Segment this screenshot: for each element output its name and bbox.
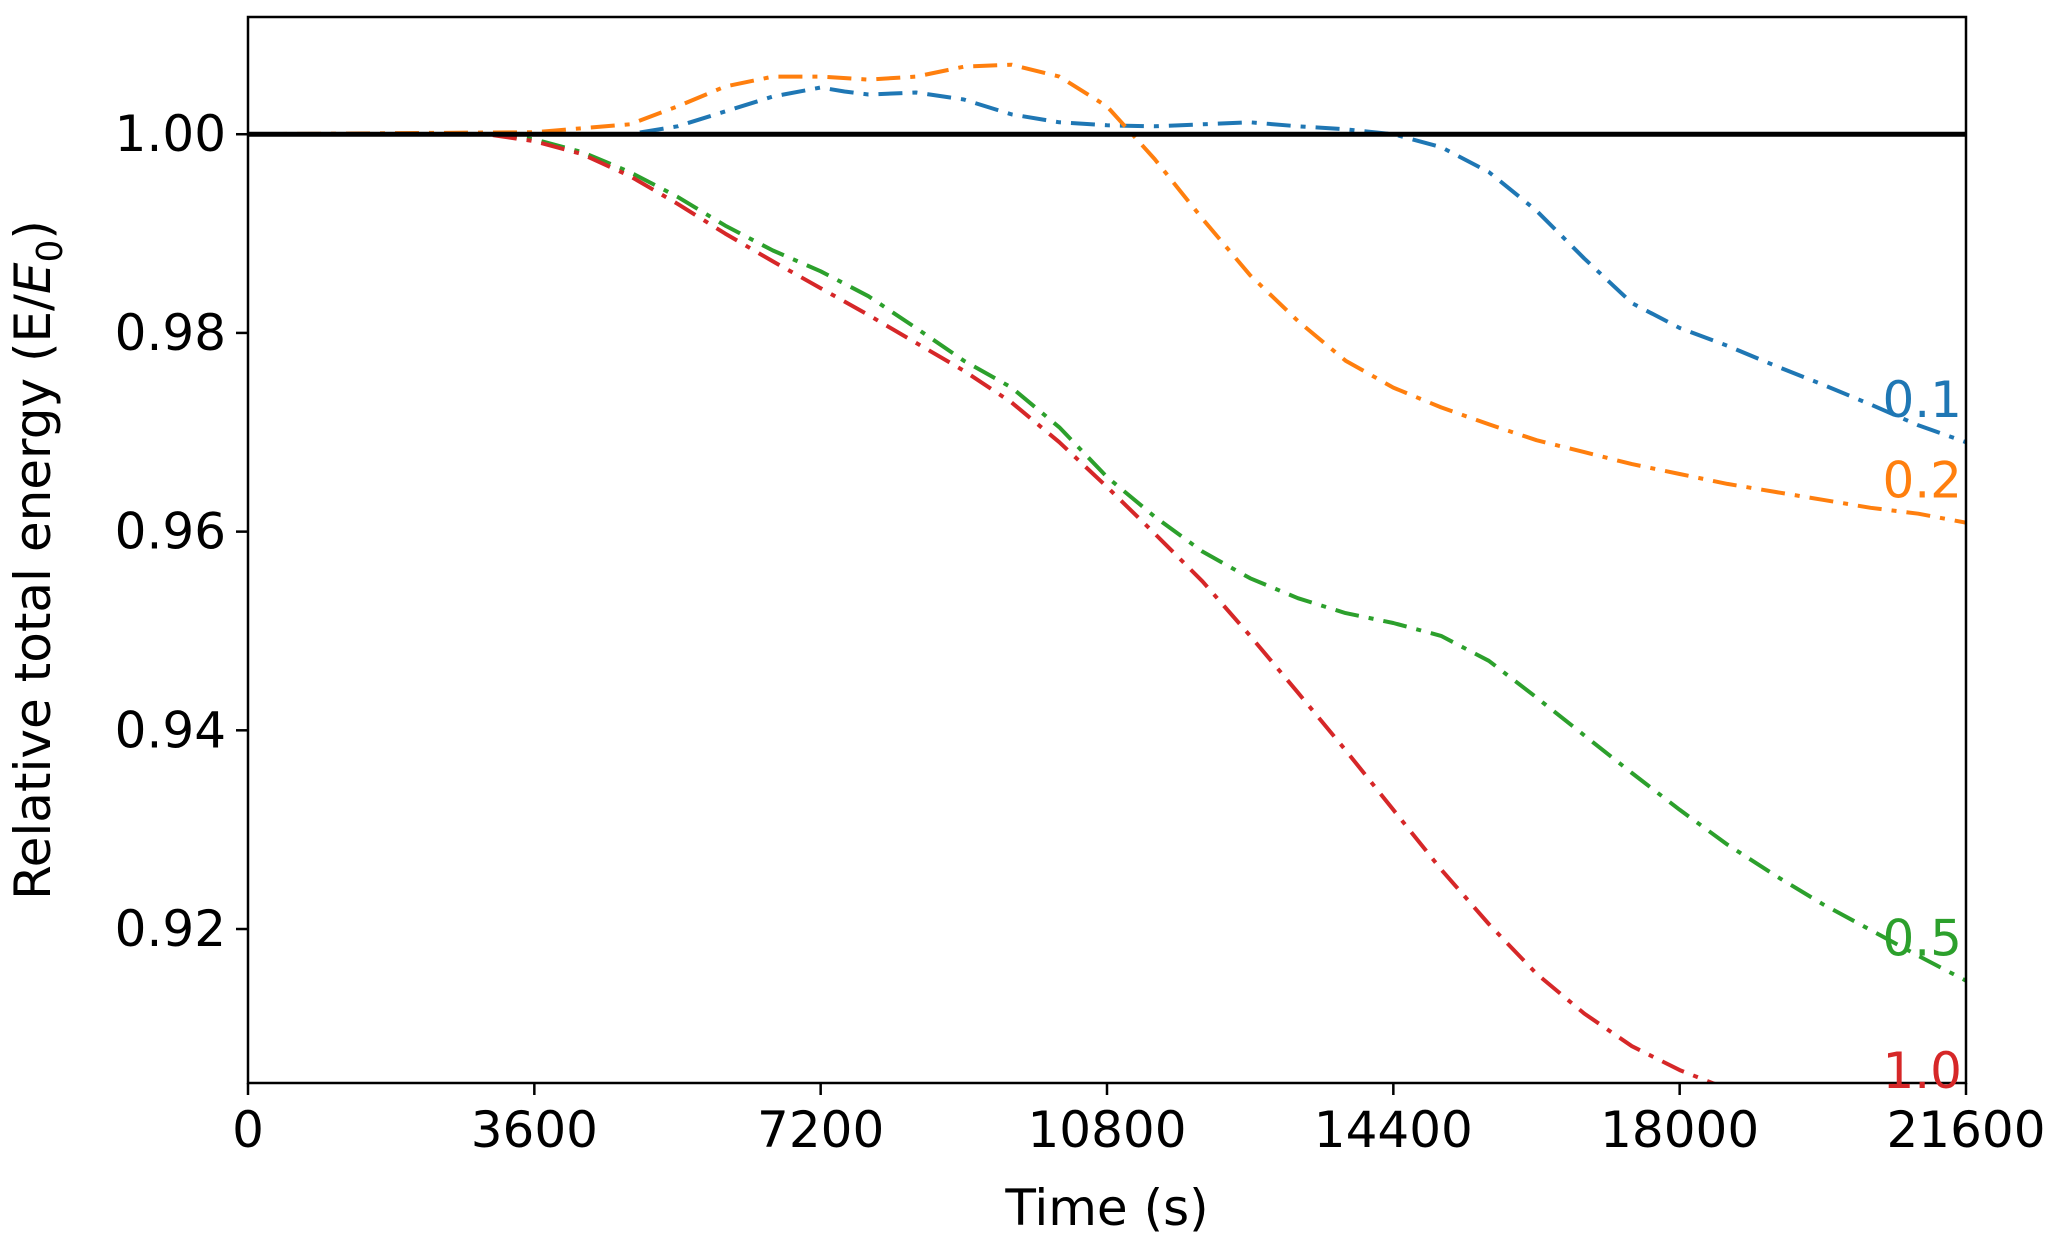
x-tick-label: 3600: [471, 1101, 598, 1159]
y-tick-label: 0.98: [115, 304, 226, 362]
y-tick-label: 0.96: [115, 503, 226, 561]
series-layer: [248, 62, 1966, 1083]
plot-area-frame: [246, 15, 1968, 1085]
series-label-3: 0.5: [1882, 910, 1962, 968]
x-axis-label: Time (s): [1004, 1179, 1208, 1237]
x-tick-label: 0: [232, 1101, 264, 1159]
series-label-2: 0.2: [1882, 452, 1962, 510]
x-tick-label: 18000: [1600, 1101, 1759, 1159]
y-axis-label-suffix: ): [4, 220, 62, 240]
y-axis-ticks: 0.92 0.94 0.96 0.98 1.00: [115, 105, 248, 958]
series-line-1: [248, 85, 1966, 445]
series-line-2: [248, 62, 1966, 525]
series-label-1: 0.1: [1882, 371, 1962, 429]
x-tick-label: 21600: [1886, 1101, 2045, 1159]
y-tick-label: 1.00: [115, 105, 226, 163]
x-tick-label: 14400: [1314, 1101, 1473, 1159]
y-tick-label: 0.92: [115, 900, 226, 958]
y-axis-label-prefix: Relative total energy (E/: [4, 294, 62, 900]
series-label-4: 1.0: [1882, 1042, 1962, 1100]
series-line-3: [248, 132, 1966, 983]
y-axis-label: Relative total energy (E/E0): [4, 220, 71, 900]
series-labels: 0.1 0.2 0.5 1.0: [1882, 371, 1962, 1100]
y-axis-label-symbol: E: [4, 262, 62, 294]
x-tick-label: 10800: [1027, 1101, 1186, 1159]
x-tick-label: 7200: [757, 1101, 884, 1159]
series-line-4: [248, 132, 1718, 1083]
y-axis-label-subscript: 0: [30, 240, 71, 263]
x-axis-ticks: 0 3600 7200 10800 14400 18000 21600: [232, 1083, 2046, 1159]
y-tick-label: 0.94: [115, 701, 226, 759]
